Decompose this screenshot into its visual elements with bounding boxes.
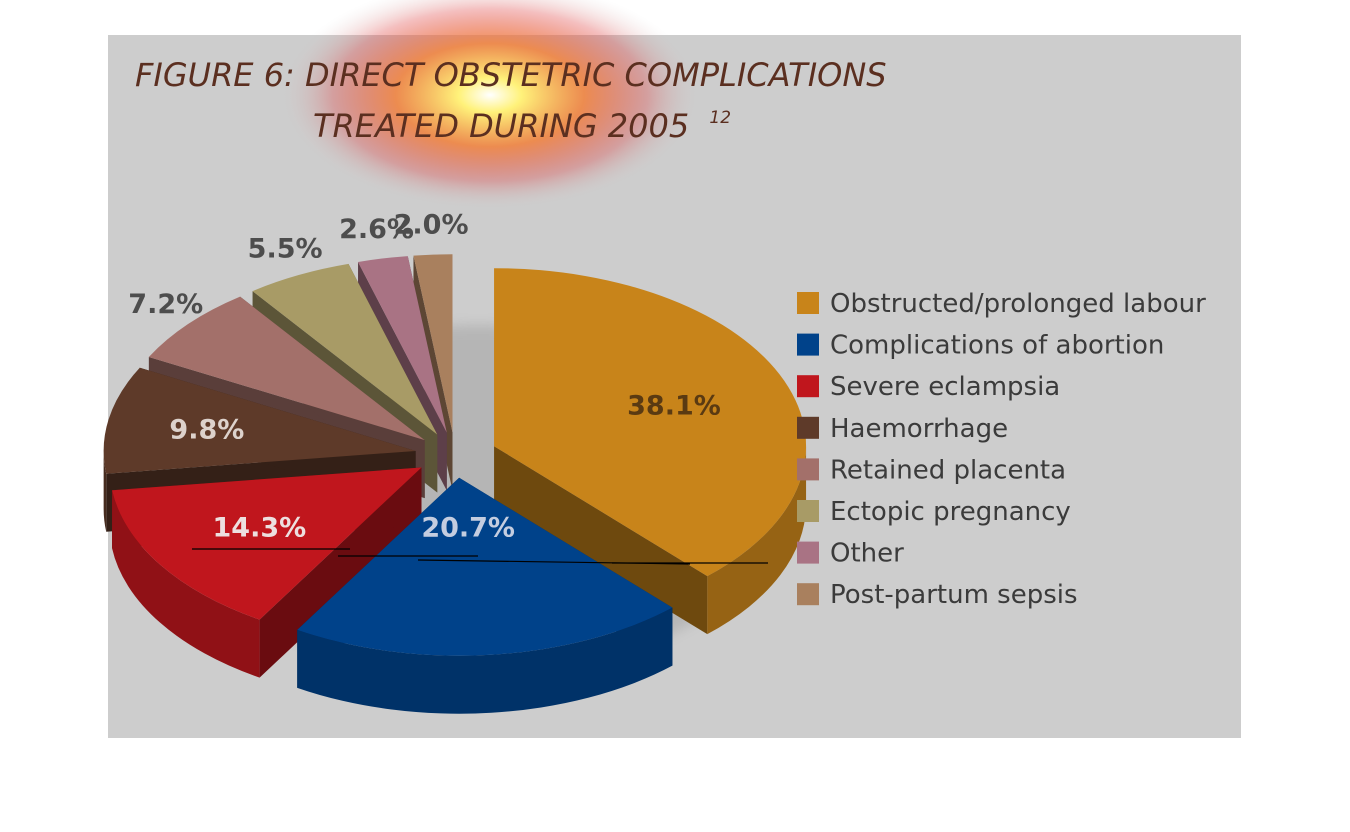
pie-slice-haemorrhage-top (103, 367, 416, 474)
pie-slice-obstructed-prolonged-labour-top (494, 268, 807, 577)
legend: Obstructed/prolonged labour Complications… (797, 289, 1206, 610)
legend-label-retained-placenta: Retained placenta (830, 455, 1066, 485)
data-label-obstructed-prolonged-labour: 38.1% (627, 391, 721, 422)
pie-slice-other-top (358, 256, 447, 433)
data-label-other: 2.6% (339, 214, 414, 245)
legend-item-post-partum-sepsis: Post-partum sepsis (797, 580, 1078, 610)
legend-item-retained-placenta: Retained placenta (797, 455, 1066, 485)
legend-swatch-severe-eclampsia (797, 375, 819, 398)
legend-item-severe-eclampsia: Severe eclampsia (797, 372, 1060, 402)
data-label-complications-of-abortion: 20.7% (421, 512, 515, 543)
legend-item-complications-of-abortion: Complications of abortion (797, 331, 1164, 361)
legend-label-obstructed-prolonged-labour: Obstructed/prolonged labour (830, 289, 1206, 319)
title-glow (280, 0, 700, 210)
data-label-retained-placenta: 7.2% (128, 289, 203, 320)
pie-slice-obstructed-prolonged-labour-wall-end (494, 446, 708, 635)
legend-swatch-post-partum-sepsis (797, 583, 819, 606)
pie-slice-ectopic-pregnancy-top (252, 263, 438, 435)
pie-slice-retained-placenta-top (148, 296, 425, 441)
pie-slice-severe-eclampsia-rim (112, 490, 260, 678)
pie-slice-haemorrhage-rim (103, 450, 107, 532)
data-label-post-partum-sepsis: 2.0% (394, 210, 469, 241)
chart-title-line-1: FIGURE 6: DIRECT OBSTETRIC COMPLICATIONS (135, 56, 887, 94)
legend-swatch-obstructed-prolonged-labour (797, 292, 819, 314)
legend-item-other: Other (797, 539, 904, 569)
legend-swatch-haemorrhage (797, 416, 819, 439)
legend-swatch-complications-of-abortion (797, 333, 819, 356)
pie-slice-severe-eclampsia (112, 467, 422, 678)
data-label-ectopic-pregnancy: 5.5% (248, 233, 323, 264)
annotation-lines (192, 548, 768, 565)
legend-label-other: Other (830, 539, 904, 569)
pie-slice-complications-of-abortion-rim (297, 607, 673, 714)
data-labels: 38.1% 20.7% 14.3% 9.8% 7.2% 5.5% 2.6%2.0% (128, 210, 721, 544)
legend-item-haemorrhage: Haemorrhage (797, 414, 1008, 444)
pie-slice-obstructed-prolonged-labour-rim (707, 446, 807, 635)
pie-chart (103, 254, 807, 714)
pie-slice-complications-of-abortion (297, 477, 673, 714)
legend-label-ectopic-pregnancy: Ectopic pregnancy (830, 497, 1071, 527)
pie-slice-post-partum-sepsis-top (413, 254, 453, 433)
pie-slice-obstructed-prolonged-labour (494, 268, 807, 635)
legend-label-complications-of-abortion: Complications of abortion (830, 331, 1164, 361)
legend-label-haemorrhage: Haemorrhage (830, 414, 1008, 444)
legend-swatch-retained-placenta (797, 458, 819, 481)
data-label-haemorrhage: 9.8% (169, 414, 244, 445)
legend-swatch-ectopic-pregnancy (797, 500, 819, 522)
chart-title-line-2: TREATED DURING 2005 12 (313, 107, 731, 145)
legend-label-severe-eclampsia: Severe eclampsia (830, 372, 1060, 402)
legend-label-post-partum-sepsis: Post-partum sepsis (830, 580, 1078, 610)
legend-item-ectopic-pregnancy: Ectopic pregnancy (797, 497, 1071, 527)
pie-slice-severe-eclampsia-top (112, 467, 422, 620)
legend-item-obstructed-prolonged-labour: Obstructed/prolonged labour (797, 289, 1206, 319)
legend-swatch-other (797, 541, 819, 564)
chart-title-superscript: 12 (709, 108, 731, 128)
chart-title-line-2-text: TREATED DURING 2005 (313, 107, 689, 145)
pie-slice-complications-of-abortion-top (297, 477, 673, 656)
data-label-severe-eclampsia: 14.3% (213, 513, 307, 544)
